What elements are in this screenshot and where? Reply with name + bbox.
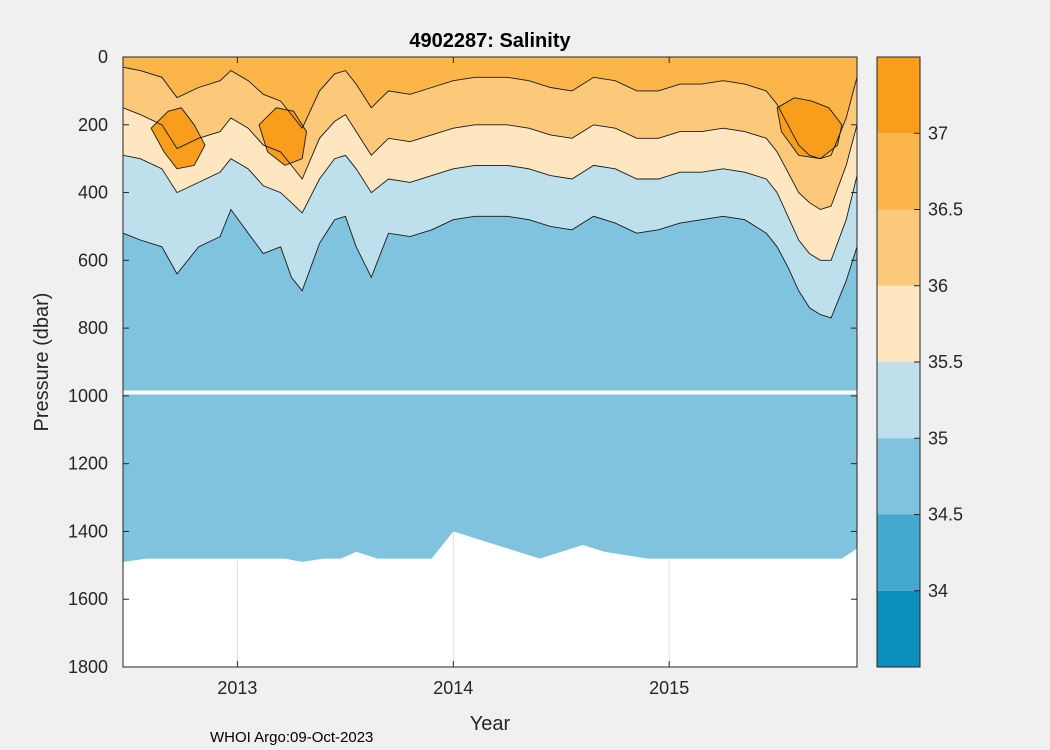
colorbar-frame: [876, 56, 921, 668]
contour-band-37-6: [259, 107, 307, 166]
colorbar-band-5: [877, 209, 920, 286]
contour-band-36.5-4: [123, 57, 857, 159]
x-axis: 2013 2014 2015: [217, 57, 689, 698]
contour-line-37-5: [150, 107, 206, 170]
x-tick-label-0: 2013: [217, 678, 257, 698]
footer-source: WHOI Argo:09-Oct-2023: [210, 729, 373, 746]
colorbar-tick-label-5: 36.5: [928, 200, 963, 220]
x-tick-label-2: 2015: [649, 678, 689, 698]
colorbar-tick-label-1: 34.5: [928, 505, 963, 525]
colorbar-band-1: [877, 514, 920, 591]
colorbar-band-2: [877, 438, 920, 515]
y-tick-label-3: 600: [78, 250, 108, 270]
contour-bands: [123, 57, 857, 562]
contour-line-37-6: [258, 107, 307, 166]
colorbar-tick-label-2: 35: [928, 428, 948, 448]
colorbar-tick-label-3: 35.5: [928, 352, 963, 372]
colorbar-band-6: [877, 133, 920, 210]
colorbar-tick-label-0: 34: [928, 581, 948, 601]
colorbar-ticks: 34 34.5 35 35.5 36 36.5 37: [914, 123, 963, 601]
colorbar-band-7: [877, 57, 920, 134]
y-axis-label: Pressure (dbar): [31, 293, 53, 432]
y-tick-label-2: 400: [78, 183, 108, 203]
y-tick-label-9: 1800: [68, 657, 108, 677]
y-tick-label-0: 0: [98, 47, 108, 67]
y-tick-label-7: 1400: [68, 521, 108, 541]
colorbar: [877, 57, 920, 667]
contour-band-37-5: [151, 107, 205, 169]
y-tick-label-5: 1000: [68, 386, 108, 406]
y-tick-label-1: 200: [78, 115, 108, 135]
contour-band-37-7: [777, 97, 842, 159]
contour-line-35-1: [123, 208, 857, 319]
contour-line-35.5-2: [123, 154, 857, 261]
y-tick-label-4: 800: [78, 318, 108, 338]
colorbar-band-3: [877, 362, 920, 439]
y-axis: 0 200 400 600 800 1000 1200 1400 1600 1800: [68, 47, 857, 677]
contour-line-36-3: [123, 107, 857, 210]
colorbar-band-4: [877, 285, 920, 362]
contour-line-36.5-4: [123, 66, 857, 160]
x-tick-label-1: 2014: [433, 678, 473, 698]
y-tick-label-6: 1200: [68, 454, 108, 474]
contour-lines: [123, 66, 857, 319]
contour-line-37-7: [776, 97, 843, 160]
colorbar-tick-label-6: 37: [928, 123, 948, 143]
x-axis-label: Year: [470, 713, 511, 735]
axes-frame: [122, 56, 858, 668]
colorbar-tick-label-4: 36: [928, 276, 948, 296]
colorbar-band-0: [877, 590, 920, 667]
y-tick-label-8: 1600: [68, 589, 108, 609]
chart-title: 4902287: Salinity: [409, 30, 571, 52]
